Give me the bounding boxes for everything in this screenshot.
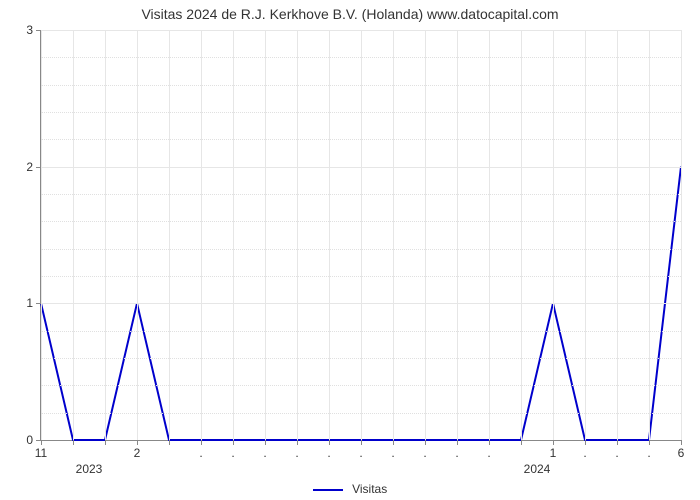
grid-line-h-minor (41, 85, 681, 86)
x-axis-label: . (487, 446, 490, 460)
grid-line-v (489, 30, 490, 440)
x-tick (393, 440, 394, 445)
legend-line-swatch (313, 489, 343, 491)
x-axis-label: 2 (134, 446, 141, 460)
grid-line-v (297, 30, 298, 440)
grid-line-v (425, 30, 426, 440)
chart-container: Visitas 2024 de R.J. Kerkhove B.V. (Hola… (0, 0, 700, 500)
x-tick (297, 440, 298, 445)
y-tick (36, 303, 41, 304)
x-tick (617, 440, 618, 445)
grid-line-v (457, 30, 458, 440)
grid-line-v (393, 30, 394, 440)
grid-line-v (553, 30, 554, 440)
x-tick (521, 440, 522, 445)
grid-line-h-minor (41, 358, 681, 359)
x-axis-year-label: 2024 (524, 462, 551, 476)
grid-line-h-minor (41, 249, 681, 250)
y-tick (36, 440, 41, 441)
grid-line-h-minor (41, 57, 681, 58)
grid-line-h-minor (41, 112, 681, 113)
x-axis-label: . (455, 446, 458, 460)
grid-line-v (169, 30, 170, 440)
plot-area: 112..........1...6202320240123 (40, 30, 681, 441)
grid-line-v (329, 30, 330, 440)
grid-line-h (41, 167, 681, 168)
grid-line-h-minor (41, 276, 681, 277)
x-tick (425, 440, 426, 445)
grid-line-h-minor (41, 194, 681, 195)
x-axis-label: . (647, 446, 650, 460)
x-tick (233, 440, 234, 445)
x-tick (585, 440, 586, 445)
grid-line-h-minor (41, 331, 681, 332)
x-tick (105, 440, 106, 445)
grid-line-v (649, 30, 650, 440)
grid-line-v (201, 30, 202, 440)
x-axis-label: 1 (550, 446, 557, 460)
y-axis-label: 3 (26, 23, 33, 37)
x-axis-label: . (583, 446, 586, 460)
x-tick (457, 440, 458, 445)
x-tick (489, 440, 490, 445)
y-axis-label: 0 (26, 433, 33, 447)
grid-line-h (41, 303, 681, 304)
grid-line-h (41, 30, 681, 31)
x-tick (137, 440, 138, 445)
grid-line-v (361, 30, 362, 440)
x-tick (169, 440, 170, 445)
x-axis-label: . (327, 446, 330, 460)
x-axis-label: 11 (35, 446, 47, 460)
x-tick (329, 440, 330, 445)
x-axis-label: . (391, 446, 394, 460)
y-axis-label: 1 (26, 296, 33, 310)
x-tick (649, 440, 650, 445)
x-axis-label: . (615, 446, 618, 460)
x-axis-label: . (263, 446, 266, 460)
grid-line-v (105, 30, 106, 440)
x-tick (553, 440, 554, 445)
grid-line-v (585, 30, 586, 440)
x-axis-label: . (199, 446, 202, 460)
grid-line-h-minor (41, 221, 681, 222)
x-axis-year-label: 2023 (76, 462, 103, 476)
grid-line-h-minor (41, 413, 681, 414)
legend: Visitas (0, 482, 700, 496)
chart-title: Visitas 2024 de R.J. Kerkhove B.V. (Hola… (0, 6, 700, 22)
grid-line-v (265, 30, 266, 440)
x-axis-label: 6 (678, 446, 685, 460)
x-axis-label: . (295, 446, 298, 460)
grid-line-h-minor (41, 385, 681, 386)
x-tick (41, 440, 42, 445)
y-tick (36, 167, 41, 168)
grid-line-h-minor (41, 139, 681, 140)
grid-line-v (681, 30, 682, 440)
grid-line-v (137, 30, 138, 440)
grid-line-v (233, 30, 234, 440)
legend-label: Visitas (352, 482, 387, 496)
grid-line-v (617, 30, 618, 440)
grid-line-v (521, 30, 522, 440)
x-tick (265, 440, 266, 445)
y-axis-label: 2 (26, 160, 33, 174)
x-axis-label: . (423, 446, 426, 460)
y-tick (36, 30, 41, 31)
x-axis-label: . (359, 446, 362, 460)
x-tick (73, 440, 74, 445)
x-axis-label: . (231, 446, 234, 460)
x-tick (361, 440, 362, 445)
grid-line-v (73, 30, 74, 440)
x-tick (201, 440, 202, 445)
grid-line-v (41, 30, 42, 440)
x-tick (681, 440, 682, 445)
